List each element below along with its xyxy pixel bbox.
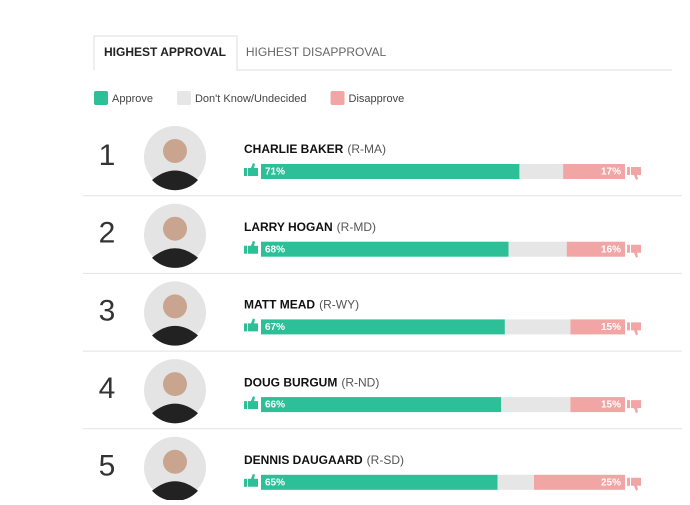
portrait-suit: [152, 403, 198, 424]
rank-number: 5: [99, 450, 116, 483]
thumb-cuff: [244, 168, 247, 176]
governor-party: (R-SD): [367, 453, 404, 467]
thumb-cuff: [627, 244, 630, 253]
thumbs-down-icon: [627, 477, 641, 491]
legend-label: Don't Know/Undecided: [195, 93, 307, 105]
value-label: 65%: [265, 477, 285, 488]
legend-label: Approve: [112, 93, 153, 105]
thumb-cuff: [627, 477, 630, 486]
governor-name: DENNIS DAUGAARD: [244, 453, 363, 467]
value-label: 15%: [601, 322, 621, 333]
thumbs-down-icon: [627, 167, 641, 180]
portrait-suit: [152, 325, 198, 346]
bar-segment: [261, 164, 520, 179]
governor-party: (R-WY): [319, 298, 359, 312]
bar-segment: [563, 164, 625, 179]
rank-number: 2: [99, 217, 116, 250]
tab-label[interactable]: HIGHEST APPROVAL: [104, 45, 226, 59]
thumbs-down-icon: [627, 322, 641, 336]
portrait-head: [163, 216, 187, 241]
value-label: 68%: [265, 244, 285, 255]
governor-party: (R-ND): [341, 375, 379, 389]
bar-segment: [570, 319, 625, 335]
thumb-cuff: [244, 401, 247, 410]
portrait-head: [163, 372, 187, 397]
thumb-hand: [631, 244, 641, 258]
portrait-suit: [152, 481, 198, 502]
thumb-cuff: [244, 323, 247, 332]
bar-segment: [497, 474, 534, 490]
rank-number: 1: [99, 139, 116, 172]
thumbs-up-icon: [244, 318, 258, 332]
bar-segment: [501, 397, 571, 413]
governor-name: CHARLIE BAKER: [244, 142, 344, 156]
portrait-suit: [152, 170, 198, 191]
governor-party: (R-MD): [337, 220, 376, 234]
bar-segment: [261, 319, 505, 335]
thumbs-up-icon: [244, 163, 258, 176]
legend-swatch: [330, 91, 345, 105]
governor-name: LARRY HOGAN: [244, 220, 333, 234]
tab-label[interactable]: HIGHEST DISAPPROVAL: [246, 45, 387, 59]
active-tab[interactable]: [93, 35, 238, 70]
thumbs-up-icon: [244, 473, 258, 487]
thumb-hand: [631, 167, 641, 180]
legend-swatch: [94, 91, 108, 105]
thumb-hand: [248, 163, 258, 176]
value-label: 66%: [265, 400, 285, 411]
thumb-hand: [248, 240, 258, 254]
thumbs-up-icon: [244, 240, 258, 254]
thumb-cuff: [627, 167, 630, 175]
bar-segment: [261, 474, 498, 490]
thumb-hand: [248, 473, 258, 487]
thumbs-down-icon: [627, 244, 641, 258]
thumbs-up-icon: [244, 396, 258, 410]
bar-segment: [508, 241, 567, 257]
thumb-hand: [631, 477, 641, 491]
legend-label: Disapprove: [349, 93, 405, 105]
rank-number: 3: [99, 294, 116, 327]
rank-number: 4: [99, 372, 116, 405]
thumbs-down-icon: [627, 400, 641, 414]
thumb-hand: [248, 396, 258, 410]
thumb-cuff: [244, 478, 247, 487]
bar-segment: [261, 241, 509, 257]
value-label: 71%: [265, 167, 285, 178]
portrait-suit: [152, 248, 198, 268]
bar-segment: [519, 164, 564, 179]
bar-segment: [504, 319, 571, 335]
thumb-hand: [248, 318, 258, 332]
bar-segment: [534, 474, 625, 490]
thumb-cuff: [627, 322, 630, 331]
bar-segment: [566, 241, 625, 257]
value-label: 25%: [601, 477, 621, 488]
value-label: 16%: [601, 244, 621, 255]
value-label: 67%: [265, 322, 285, 333]
governor-name: MATT MEAD: [244, 298, 315, 312]
governor-name: DOUG BURGUM: [244, 375, 337, 389]
thumb-hand: [631, 322, 641, 336]
legend-swatch: [176, 91, 191, 105]
thumb-cuff: [244, 245, 247, 254]
value-label: 17%: [601, 167, 621, 178]
governor-party: (R-MA): [347, 142, 386, 156]
portrait-head: [163, 139, 187, 163]
value-label: 15%: [601, 400, 621, 411]
portrait-head: [163, 294, 187, 319]
thumb-cuff: [627, 400, 630, 409]
thumb-hand: [631, 400, 641, 414]
bar-segment: [570, 397, 625, 413]
bar-segment: [261, 397, 502, 413]
portrait-head: [163, 449, 187, 474]
